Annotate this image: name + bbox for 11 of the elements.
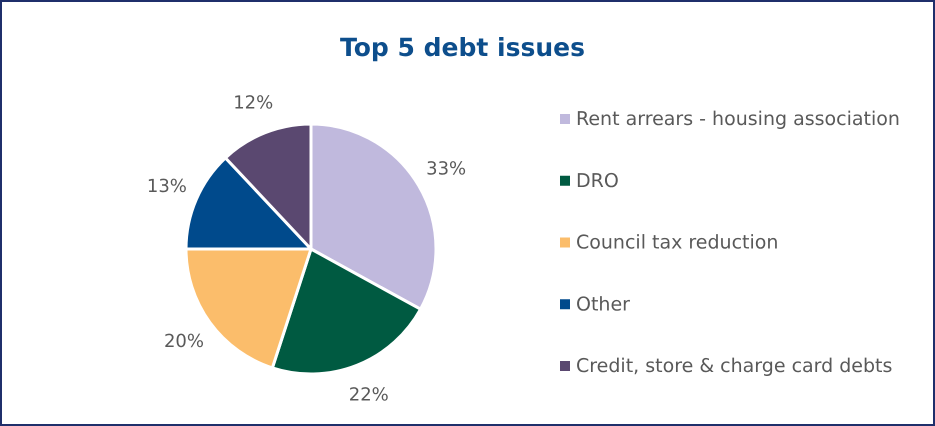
data-label: 12%	[233, 92, 274, 114]
data-label: 22%	[348, 384, 389, 406]
data-label: 13%	[146, 176, 187, 198]
data-label: 20%	[164, 330, 204, 352]
data-label: 33%	[426, 158, 466, 180]
legend-label: Rent arrears - housing association	[576, 108, 900, 130]
chart-title: Top 5 debt issues	[340, 33, 585, 62]
legend-label: Other	[576, 293, 630, 316]
legend-label: DRO	[576, 170, 619, 192]
legend-label: Credit, store & charge card debts	[576, 355, 892, 377]
legend-label: Council tax reduction	[576, 232, 778, 254]
